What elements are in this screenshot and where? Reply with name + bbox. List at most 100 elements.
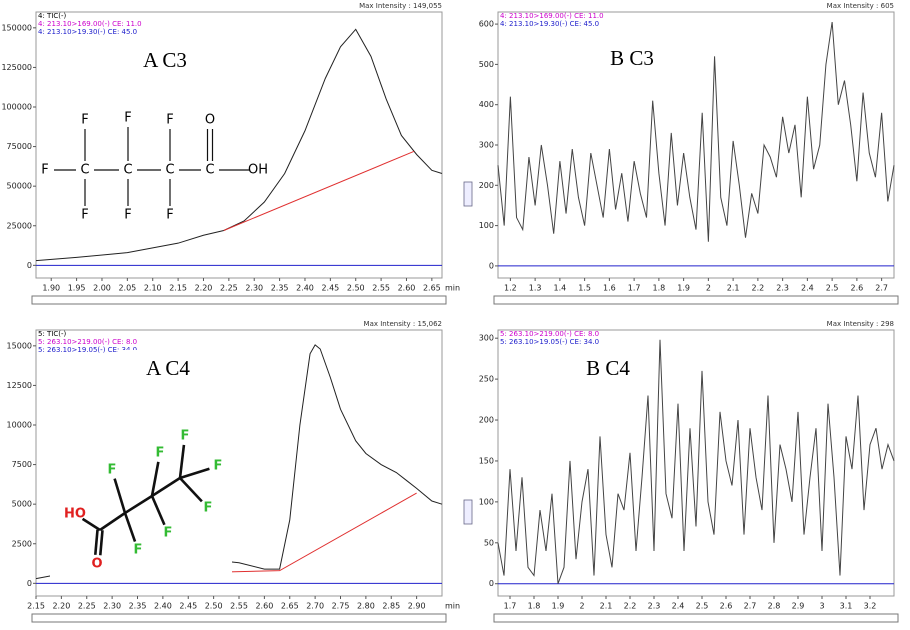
x-tick-label: 2.65 (423, 284, 441, 293)
y-tick-label: 0 (27, 261, 32, 270)
x-tick-label: 2.35 (271, 284, 289, 293)
x-tick-label: 2.45 (179, 602, 197, 611)
x-tick-label: 2.30 (245, 284, 263, 293)
atom-label: O (91, 557, 102, 572)
panel-title: B C4 (586, 356, 630, 380)
panel-title: A C4 (146, 356, 190, 380)
x-tick-label: 2.20 (195, 284, 213, 293)
atom-label: C (80, 163, 89, 178)
structure: HO O F F F F F F F (64, 429, 222, 572)
x-tick-label: 2.55 (372, 284, 390, 293)
x-tick-label: 2.60 (398, 284, 416, 293)
y-tick-label: 400 (479, 100, 494, 109)
max-intensity: Max Intensity : 298 (827, 320, 894, 328)
atom-label: F (41, 163, 48, 178)
x-tick-label: 1.95 (68, 284, 86, 293)
atom-label: C (165, 163, 174, 178)
x-tick-label: 2.10 (144, 284, 162, 293)
y-tick-label: 2500 (12, 539, 32, 548)
atom-label: F (204, 501, 213, 516)
y-tick-label: 500 (479, 60, 494, 69)
bond (99, 511, 126, 532)
atom-label: F (134, 543, 143, 558)
x-tick-label: 2.1 (727, 284, 740, 293)
y-tick-label: 50000 (7, 182, 32, 191)
x-tick-label: 1.7 (504, 602, 517, 611)
trace-label: 4: 213.10>169.00(-) CE: 11.0 (500, 12, 604, 20)
bond (124, 494, 153, 515)
x-unit: min (445, 284, 460, 293)
x-tick-label: 2.25 (220, 284, 238, 293)
scrollbar (31, 613, 447, 623)
x-tick-label: 2.05 (118, 284, 136, 293)
bond (151, 476, 181, 498)
x-tick-label: 2.80 (357, 602, 375, 611)
x-tick-label: 2.20 (52, 602, 70, 611)
x-tick-label: 2.40 (296, 284, 314, 293)
y-tick-label: 200 (479, 416, 494, 425)
y-tick-label: 100 (479, 221, 494, 230)
x-tick-label: 1.3 (529, 284, 542, 293)
y-tick-label: 0 (489, 261, 494, 270)
bond (98, 530, 104, 556)
x-tick-label: 2.9 (792, 602, 805, 611)
y-tick-label: 150 (479, 456, 494, 465)
structure: F C C C C F F F F F F O OH (41, 111, 268, 223)
atom-label: F (81, 113, 88, 128)
x-tick-label: 1.9 (552, 602, 565, 611)
title-box (582, 40, 682, 78)
x-tick-label: 2.2 (752, 284, 765, 293)
side-toolbar (463, 499, 473, 525)
series-line (223, 150, 415, 231)
title-box (558, 350, 658, 388)
series-line (497, 22, 895, 242)
atom-label: F (124, 208, 131, 223)
x-tick-label: 2.15 (27, 602, 45, 611)
bond (113, 478, 127, 514)
title-box (115, 42, 215, 80)
x-tick-label: 2.50 (347, 284, 365, 293)
x-tick-label: 2 (706, 284, 711, 293)
x-tick-label: 2.7 (875, 284, 888, 293)
y-tick-label: 0 (27, 579, 32, 588)
trace-label: 4: 213.10>169.00(-) CE: 11.0 (38, 20, 142, 28)
y-tick-label: 7500 (12, 460, 32, 469)
plot-area (497, 11, 895, 279)
trace-label: 4: 213.10>19.30(-) CE: 45.0 (500, 20, 599, 28)
x-tick-label: 2.00 (93, 284, 111, 293)
bond (150, 495, 166, 526)
x-tick-label: 2.8 (768, 602, 781, 611)
y-tick-label: 100 (479, 497, 494, 506)
x-tick-label: 2.6 (851, 284, 864, 293)
max-intensity: Max Intensity : 15,062 (364, 320, 442, 328)
series-line (497, 339, 895, 584)
x-tick-label: 2.3 (776, 284, 789, 293)
x-tick-label: 2.60 (255, 602, 273, 611)
x-tick-label: 2.55 (230, 602, 248, 611)
x-tick-label: 2.90 (408, 602, 426, 611)
x-tick-label: 1.9 (677, 284, 690, 293)
x-tick-label: 2.4 (672, 602, 685, 611)
y-tick-label: 25000 (7, 221, 32, 230)
atom-label: F (181, 429, 190, 444)
x-tick-label: 2.25 (78, 602, 96, 611)
atom-label: HO (64, 507, 86, 522)
x-tick-label: 1.7 (628, 284, 641, 293)
y-tick-label: 5000 (12, 500, 32, 509)
x-tick-label: 1.6 (603, 284, 616, 293)
x-tick-label: 3.1 (840, 602, 853, 611)
x-tick-label: 1.8 (528, 602, 541, 611)
series-line (35, 28, 443, 262)
trace-label: 5: 263.10>19.05(-) CE: 34.0 (38, 346, 137, 354)
y-tick-label: 15000 (7, 341, 32, 350)
x-tick-label: 1.4 (554, 284, 567, 293)
scrollbar (493, 295, 899, 305)
title-box (118, 350, 218, 388)
scrollbar (31, 295, 447, 305)
bond (123, 512, 137, 542)
atom-label: F (81, 208, 88, 223)
x-tick-label: 3 (819, 602, 824, 611)
atom-label: F (164, 526, 173, 541)
side-toolbar (463, 181, 473, 207)
